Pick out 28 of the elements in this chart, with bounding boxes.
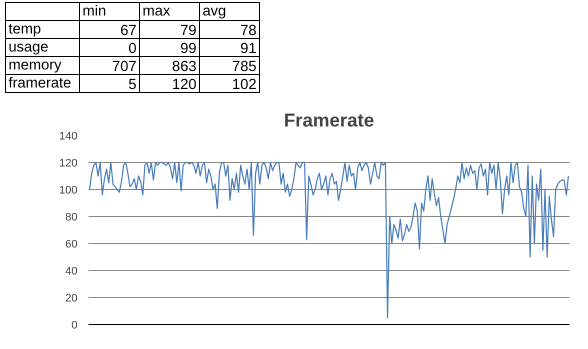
y-tick-label: 140: [59, 130, 78, 142]
data-label: 785: [232, 59, 257, 75]
category-label: temp: [8, 22, 42, 38]
legend-label: max: [142, 4, 171, 20]
data-label: 99: [180, 41, 197, 57]
category-label: usage: [8, 40, 48, 56]
y-tick-label: 80: [65, 212, 78, 224]
y-tick-label: 0: [71, 320, 78, 332]
y-tick-label: 100: [59, 184, 78, 196]
y-tick-label: 120: [59, 158, 78, 170]
data-label: 0: [128, 41, 137, 57]
data-label: 102: [232, 77, 257, 93]
legend-label: avg: [202, 4, 226, 20]
y-tick-label: 40: [65, 266, 78, 278]
data-label: 91: [240, 41, 257, 57]
series-label: min: [82, 4, 106, 20]
category-label: framerate: [8, 76, 72, 92]
data-label: 78: [240, 23, 257, 39]
data-label: 67: [120, 23, 137, 39]
data-label: 863: [172, 59, 197, 75]
data-label: 120: [172, 77, 197, 93]
data-label: 707: [112, 59, 137, 75]
category-label: memory: [8, 58, 62, 74]
y-tick-label: 60: [65, 238, 78, 250]
data-label: 79: [180, 23, 197, 39]
y-tick-label: 20: [65, 292, 78, 304]
data-label: 5: [128, 77, 137, 93]
chart-title: Framerate: [284, 110, 374, 130]
